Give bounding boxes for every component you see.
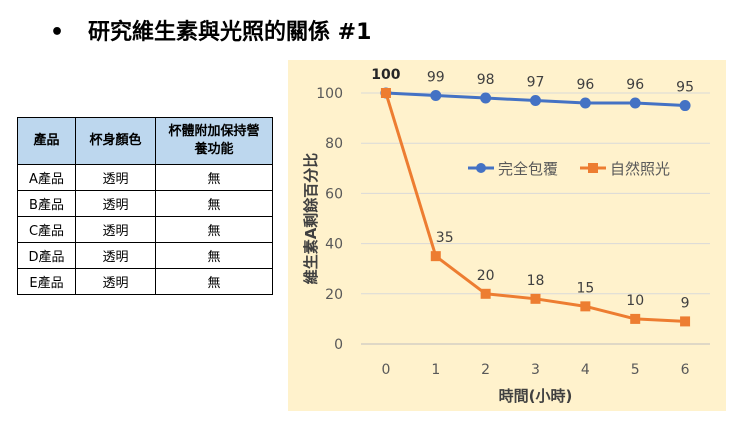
cell-product: B產品 (17, 190, 76, 217)
header-product: 產品 (17, 117, 76, 165)
legend-swatch-marker (588, 163, 598, 173)
cell-feature: 無 (155, 268, 273, 295)
y-tick-label: 40 (325, 237, 343, 253)
title-bullet: • (50, 20, 65, 45)
data-label: 15 (576, 280, 594, 296)
data-point (579, 97, 591, 109)
data-label: 18 (527, 273, 545, 289)
slide-title: • 研究維生素與光照的關係 #1 (50, 14, 371, 46)
x-tick-label: 4 (581, 362, 590, 378)
y-tick-label: 0 (334, 337, 343, 353)
data-label: 100 (371, 67, 400, 83)
table-row: C產品 透明 無 (17, 216, 273, 243)
table-row: E產品 透明 無 (17, 268, 273, 295)
data-point (580, 301, 591, 312)
data-label: 97 (527, 75, 545, 91)
x-tick-label: 6 (681, 362, 690, 378)
data-point (679, 100, 691, 112)
chart-panel: 0 20 40 60 80 100 0 1 2 3 4 5 6 時間(小時) 維生素A剩餘百分比 99 98 97… (288, 60, 726, 411)
data-point (629, 97, 641, 109)
data-label: 96 (576, 77, 594, 93)
cell-color: 透明 (75, 164, 156, 191)
x-tick-label: 2 (481, 362, 490, 378)
data-label: 20 (477, 268, 495, 284)
y-tick-label: 20 (325, 287, 343, 303)
data-label: 98 (477, 72, 495, 88)
legend-swatch-marker (476, 163, 486, 173)
cell-color: 透明 (75, 242, 156, 269)
data-point (430, 90, 442, 102)
y-tick-label: 100 (316, 86, 343, 102)
data-point (530, 293, 541, 304)
data-point (480, 92, 492, 104)
title-text: 研究維生素與光照的關係 #1 (88, 20, 372, 45)
legend-label: 完全包覆 (498, 160, 558, 178)
y-axis-title: 維生素A剩餘百分比 (302, 153, 320, 285)
y-tick-label: 60 (325, 186, 343, 202)
x-tick-label: 5 (631, 362, 640, 378)
cell-color: 透明 (75, 268, 156, 295)
data-label: 99 (427, 70, 445, 86)
product-table: 產品 杯身顏色 杯體附加保持營養功能 A產品 透明 無 B產品 透明 無 C產品… (17, 117, 273, 295)
legend-label: 自然照光 (610, 160, 670, 178)
cell-product: D產品 (17, 242, 76, 269)
cell-color: 透明 (75, 190, 156, 217)
data-label: 96 (626, 77, 644, 93)
table-row: D產品 透明 無 (17, 242, 273, 269)
cell-product: A產品 (17, 164, 76, 191)
cell-color: 透明 (75, 216, 156, 243)
header-cup-color: 杯身顏色 (75, 117, 156, 165)
x-axis-title: 時間(小時) (499, 387, 573, 405)
data-point (680, 316, 691, 327)
header-nutrition-text: 杯體附加保持營養功能 (168, 124, 260, 157)
x-tick-label: 1 (431, 362, 440, 378)
cell-feature: 無 (155, 242, 273, 269)
data-label: 9 (681, 295, 690, 311)
x-tick-label: 0 (381, 362, 390, 378)
cell-feature: 無 (155, 190, 273, 217)
table-row: A產品 透明 無 (17, 164, 273, 191)
cell-feature: 無 (155, 164, 273, 191)
cell-feature: 無 (155, 216, 273, 243)
data-point (530, 95, 541, 107)
x-tick-label: 3 (531, 362, 540, 378)
data-point (380, 88, 391, 98)
data-point (430, 251, 441, 262)
cell-product: C產品 (17, 216, 76, 243)
vitamin-line-chart: 0 20 40 60 80 100 0 1 2 3 4 5 6 時間(小時) 維生素A剩餘百分比 99 98 97… (302, 67, 710, 405)
table-row: B產品 透明 無 (17, 190, 273, 217)
data-label: 95 (676, 80, 694, 96)
data-point (480, 288, 491, 299)
y-tick-label: 80 (325, 136, 343, 152)
cell-product: E產品 (17, 268, 76, 295)
header-nutrition-feature: 杯體附加保持營養功能 (155, 117, 273, 165)
data-label: 10 (626, 293, 644, 309)
data-label: 35 (436, 230, 454, 246)
data-point (630, 313, 641, 324)
table-header-row: 產品 杯身顏色 杯體附加保持營養功能 (17, 117, 273, 165)
